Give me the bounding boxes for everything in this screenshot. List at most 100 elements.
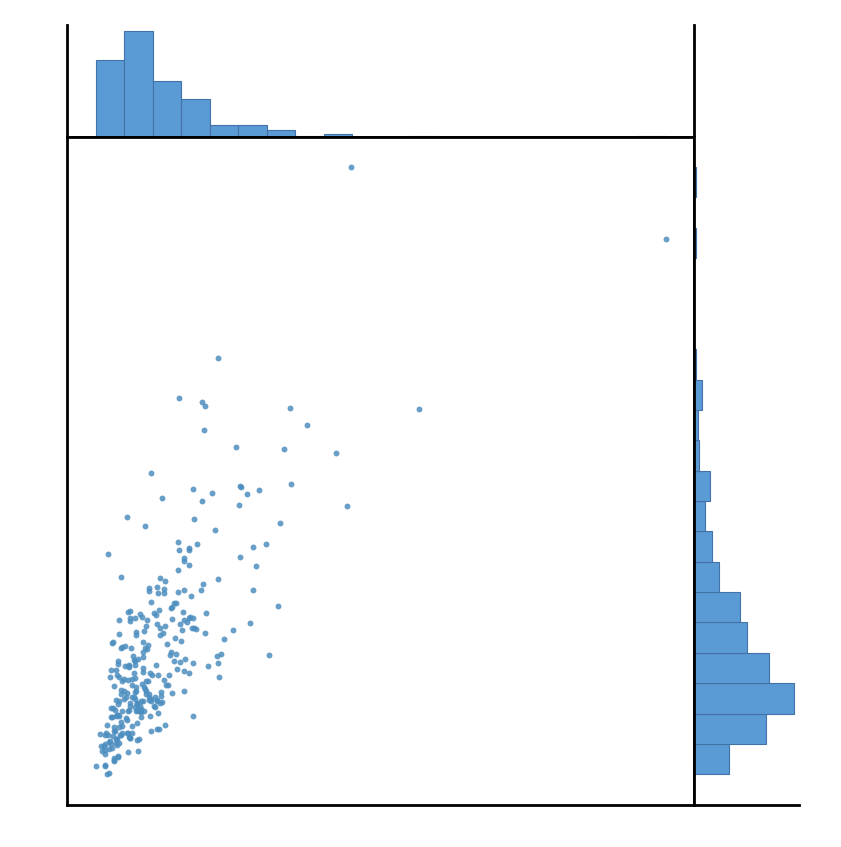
Point xyxy=(140,642,154,656)
Point xyxy=(259,537,272,551)
Point xyxy=(123,614,136,628)
Point xyxy=(121,605,135,618)
Point xyxy=(140,684,153,698)
Point xyxy=(412,401,426,415)
Point xyxy=(107,679,120,693)
Point xyxy=(155,695,168,709)
Point xyxy=(182,667,196,680)
Point xyxy=(186,709,199,722)
Point xyxy=(130,684,143,698)
Point xyxy=(115,726,129,739)
Point xyxy=(169,647,182,661)
Point xyxy=(124,641,138,655)
Point xyxy=(171,535,184,549)
Point xyxy=(110,732,124,745)
Point xyxy=(167,596,180,610)
Point xyxy=(120,713,134,727)
Bar xyxy=(695,744,728,774)
Bar xyxy=(695,592,739,623)
Point xyxy=(135,706,148,719)
Point xyxy=(108,751,121,765)
Point xyxy=(115,719,129,733)
Point xyxy=(211,352,225,365)
Bar xyxy=(695,501,706,531)
Point xyxy=(106,741,119,755)
Point xyxy=(278,442,291,456)
Point xyxy=(144,467,157,480)
Point xyxy=(177,551,190,565)
Point xyxy=(98,738,112,751)
Point xyxy=(162,668,176,682)
Point xyxy=(241,488,254,501)
Point xyxy=(125,678,139,691)
Point xyxy=(139,641,152,655)
Point xyxy=(172,543,186,556)
Point xyxy=(116,639,130,653)
Point xyxy=(153,621,167,634)
Point xyxy=(159,619,172,633)
Point xyxy=(108,754,121,767)
Bar xyxy=(695,167,696,197)
Point xyxy=(166,612,179,626)
Point xyxy=(177,583,191,596)
Point xyxy=(154,689,167,702)
Bar xyxy=(324,134,352,136)
Point xyxy=(188,622,201,635)
Point xyxy=(140,613,154,627)
Point xyxy=(234,551,247,564)
Point xyxy=(345,160,358,174)
Point xyxy=(98,759,112,772)
Point xyxy=(129,612,142,625)
Point xyxy=(167,654,181,667)
Bar xyxy=(695,623,748,653)
Point xyxy=(211,572,225,585)
Point xyxy=(151,580,164,594)
Point xyxy=(113,627,126,640)
Bar xyxy=(182,99,209,136)
Point xyxy=(132,732,145,745)
Point xyxy=(180,616,193,629)
Point xyxy=(156,491,169,505)
Point xyxy=(100,719,114,733)
Bar xyxy=(695,410,697,440)
Point xyxy=(151,722,164,736)
Point xyxy=(109,732,123,745)
Point xyxy=(182,541,196,555)
Point xyxy=(104,710,118,723)
Point xyxy=(123,699,136,712)
Point xyxy=(262,649,275,662)
Point xyxy=(205,486,219,500)
Point xyxy=(137,705,151,718)
Point xyxy=(200,606,214,620)
Point xyxy=(129,684,142,698)
Point xyxy=(110,738,124,751)
Point xyxy=(133,607,146,621)
Bar xyxy=(267,130,295,136)
Point xyxy=(109,709,123,722)
Point xyxy=(118,693,131,706)
Point xyxy=(106,701,119,715)
Point xyxy=(252,483,266,496)
Bar xyxy=(695,653,769,684)
Point xyxy=(165,686,178,700)
Point xyxy=(157,586,171,600)
Point xyxy=(185,621,198,634)
Point xyxy=(159,678,172,691)
Point xyxy=(198,424,211,437)
Point xyxy=(130,717,144,730)
Point xyxy=(112,720,125,734)
Point xyxy=(330,446,343,460)
Point xyxy=(142,694,156,707)
Point xyxy=(98,758,112,772)
Bar xyxy=(153,80,182,136)
Point xyxy=(102,735,115,749)
Point xyxy=(95,745,108,758)
Point xyxy=(128,667,141,680)
Point xyxy=(129,704,142,717)
Point xyxy=(118,673,131,686)
Bar xyxy=(695,684,794,713)
Point xyxy=(128,689,141,703)
Point xyxy=(156,626,170,639)
Point xyxy=(159,718,172,732)
Point xyxy=(111,749,124,762)
